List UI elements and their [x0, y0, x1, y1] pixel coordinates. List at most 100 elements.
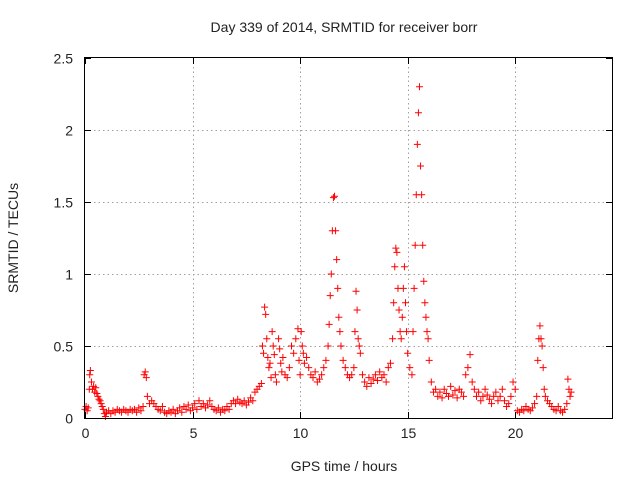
data-point: [294, 325, 302, 333]
data-point: [296, 371, 304, 379]
data-point: [266, 359, 274, 367]
data-point: [225, 405, 233, 413]
data-point: [334, 284, 342, 292]
data-point: [327, 270, 335, 278]
data-point: [528, 404, 536, 412]
data-point: [169, 405, 177, 413]
data-point: [418, 191, 426, 199]
x-tick-label: 15: [401, 425, 417, 441]
data-point: [483, 391, 491, 399]
data-point: [299, 349, 307, 357]
data-point: [298, 342, 306, 350]
y-tick-label: 0: [65, 411, 73, 427]
x-tick-label: 20: [508, 425, 524, 441]
data-point: [297, 328, 305, 336]
data-point: [139, 402, 147, 410]
data-point: [265, 364, 273, 372]
data-point: [425, 356, 433, 364]
data-point: [97, 400, 105, 408]
data-point: [402, 299, 410, 307]
data-point: [263, 335, 271, 343]
data-point: [137, 407, 145, 415]
data-point: [353, 306, 361, 314]
data-point: [498, 385, 506, 393]
y-tick-label: 0.5: [54, 339, 74, 355]
data-point: [326, 292, 334, 300]
data-point: [374, 377, 382, 385]
data-point: [322, 356, 330, 364]
data-point: [283, 374, 291, 382]
data-point: [270, 351, 278, 359]
data-point: [333, 256, 341, 264]
data-point: [244, 398, 252, 406]
ticks-layer: [85, 58, 612, 419]
data-point: [511, 385, 519, 393]
data-point: [189, 404, 197, 412]
data-point: [384, 364, 392, 372]
data-point: [541, 392, 549, 400]
data-point: [436, 388, 444, 396]
data-point: [267, 374, 275, 382]
data-point: [531, 400, 539, 408]
data-point: [413, 140, 421, 148]
data-point: [496, 392, 504, 400]
data-point: [391, 263, 399, 271]
data-point: [356, 349, 364, 357]
data-point: [420, 277, 428, 285]
data-point: [249, 397, 257, 405]
data-point: [214, 404, 222, 412]
data-point: [269, 342, 277, 350]
data-point: [178, 408, 186, 416]
x-tick-label: 0: [82, 425, 90, 441]
data-point: [351, 328, 359, 336]
data-point: [332, 227, 340, 235]
data-point: [466, 351, 474, 359]
data-point: [492, 388, 500, 396]
data-point: [184, 401, 192, 409]
data-point: [292, 335, 300, 343]
y-tick-label: 2: [65, 123, 73, 139]
data-point: [432, 385, 440, 393]
data-point: [533, 392, 541, 400]
data-point: [199, 400, 207, 408]
data-point: [403, 328, 411, 336]
data-point: [490, 392, 498, 400]
data-point: [355, 342, 363, 350]
data-point: [335, 313, 343, 321]
data-point: [354, 335, 362, 343]
data-point: [324, 342, 332, 350]
data-point: [276, 345, 284, 353]
data-point: [95, 395, 103, 403]
data-point: [477, 397, 485, 405]
data-point: [438, 394, 446, 402]
data-point: [434, 392, 442, 400]
data-point: [206, 397, 214, 405]
data-point: [509, 378, 517, 386]
data-point: [451, 387, 459, 395]
data-point: [540, 385, 548, 393]
data-point: [182, 405, 190, 413]
data-point: [363, 382, 371, 390]
chart-title: Day 339 of 2014, SRMTID for receiver bor…: [211, 19, 478, 35]
data-point: [277, 359, 285, 367]
data-point: [361, 378, 369, 386]
data-point: [406, 364, 414, 372]
data-point: [397, 335, 405, 343]
data-point: [409, 328, 417, 336]
data-point: [369, 375, 377, 383]
data-point: [336, 328, 344, 336]
data-point: [325, 320, 333, 328]
data-point: [398, 313, 406, 321]
data-point: [143, 392, 151, 400]
data-point: [445, 392, 453, 400]
data-point: [395, 306, 403, 314]
data-point: [481, 385, 489, 393]
data-point: [414, 109, 422, 117]
data-point: [390, 299, 398, 307]
data-point: [309, 374, 317, 382]
data-point: [305, 364, 313, 372]
data-point: [86, 366, 94, 374]
data-point: [193, 405, 201, 413]
data-point: [320, 364, 328, 372]
